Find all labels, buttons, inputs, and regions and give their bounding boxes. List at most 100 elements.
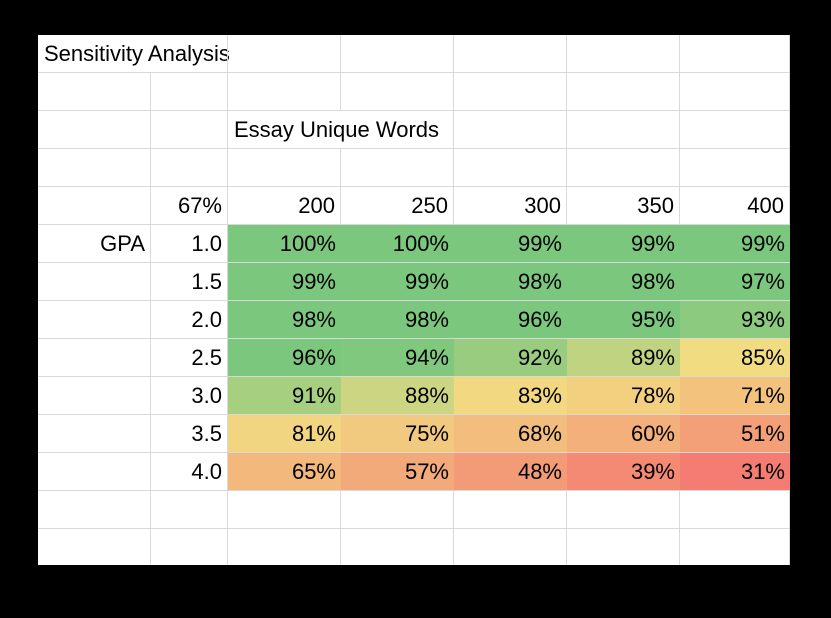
sheet-cell[interactable] [38, 529, 151, 565]
sheet-cell[interactable] [454, 149, 567, 186]
column-header[interactable]: 250 [341, 187, 454, 224]
value-cell[interactable]: 94% [341, 339, 454, 376]
sheet-cell[interactable] [151, 491, 228, 528]
sheet-cell[interactable] [228, 35, 341, 72]
value-cell[interactable]: 88% [341, 377, 454, 414]
value-cell[interactable]: 100% [341, 225, 454, 262]
column-header[interactable]: 300 [454, 187, 567, 224]
value-cell[interactable]: 99% [454, 225, 567, 262]
sheet-cell[interactable] [454, 35, 567, 72]
row-header[interactable]: 2.0 [151, 301, 228, 338]
value-cell[interactable]: 92% [454, 339, 567, 376]
value-cell[interactable]: 98% [454, 263, 567, 300]
sheet-cell[interactable] [151, 35, 228, 72]
sheet-cell[interactable] [454, 491, 567, 528]
sheet-cell[interactable] [38, 73, 151, 110]
sheet-cell[interactable] [38, 187, 151, 224]
sheet-cell[interactable] [680, 491, 790, 528]
sheet-cell[interactable] [567, 35, 680, 72]
sheet-row: Sensitivity Analysis [38, 35, 790, 73]
value-cell[interactable]: 31% [680, 453, 790, 490]
sheet-cell[interactable] [341, 35, 454, 72]
sheet-cell[interactable] [151, 111, 228, 148]
value-cell[interactable]: 65% [228, 453, 341, 490]
sheet-cell[interactable] [38, 415, 151, 452]
value-cell[interactable]: 39% [567, 453, 680, 490]
value-cell[interactable]: 91% [228, 377, 341, 414]
value-cell[interactable]: 98% [341, 301, 454, 338]
column-header-title[interactable]: Essay Unique Words [234, 116, 440, 142]
sheet-cell[interactable] [454, 529, 567, 565]
value-cell[interactable]: 60% [567, 415, 680, 452]
sheet-cell[interactable] [38, 339, 151, 376]
row-header[interactable]: 4.0 [151, 453, 228, 490]
sheet-cell[interactable] [151, 529, 228, 565]
sheet-cell[interactable] [341, 149, 454, 186]
sheet-cell[interactable] [151, 149, 228, 186]
sheet-cell[interactable] [228, 491, 341, 528]
sheet-row [38, 149, 790, 187]
value-cell[interactable]: 99% [567, 225, 680, 262]
sheet-cell[interactable] [38, 263, 151, 300]
sheet-cell[interactable] [680, 35, 790, 72]
value-cell[interactable]: 98% [228, 301, 341, 338]
row-header-title[interactable]: GPA [38, 225, 151, 262]
sheet-cell[interactable] [341, 73, 454, 110]
sheet-cell[interactable] [38, 111, 151, 148]
value-cell[interactable]: 99% [228, 263, 341, 300]
value-cell[interactable]: 51% [680, 415, 790, 452]
sheet-cell[interactable] [680, 149, 790, 186]
sheet-cell[interactable] [567, 111, 680, 148]
row-header[interactable]: 3.0 [151, 377, 228, 414]
sheet-cell[interactable] [341, 529, 454, 565]
corner-value[interactable]: 67% [151, 187, 228, 224]
sheet-cell[interactable] [228, 73, 341, 110]
sheet-cell[interactable] [151, 73, 228, 110]
column-header[interactable]: 200 [228, 187, 341, 224]
sheet-cell[interactable] [341, 111, 454, 148]
sheet-cell[interactable] [680, 529, 790, 565]
sheet-cell[interactable] [38, 453, 151, 490]
row-header[interactable]: 2.5 [151, 339, 228, 376]
sheet-cell[interactable] [228, 149, 341, 186]
value-cell[interactable]: 96% [454, 301, 567, 338]
row-header[interactable]: 1.0 [151, 225, 228, 262]
value-cell[interactable]: 98% [567, 263, 680, 300]
value-cell[interactable]: 89% [567, 339, 680, 376]
sheet-cell[interactable] [38, 491, 151, 528]
value-cell[interactable]: 71% [680, 377, 790, 414]
sheet-cell[interactable] [38, 301, 151, 338]
value-cell[interactable]: 75% [341, 415, 454, 452]
sheet-cell[interactable] [341, 491, 454, 528]
sheet-cell[interactable] [454, 73, 567, 110]
sheet-cell[interactable] [454, 111, 567, 148]
value-cell[interactable]: 57% [341, 453, 454, 490]
sheet-cell[interactable] [567, 529, 680, 565]
value-cell[interactable]: 48% [454, 453, 567, 490]
sheet-cell[interactable] [567, 491, 680, 528]
sheet-cell[interactable] [680, 73, 790, 110]
sheet-cell[interactable] [567, 149, 680, 186]
sheet-cell[interactable] [38, 149, 151, 186]
value-cell[interactable]: 68% [454, 415, 567, 452]
value-cell[interactable]: 99% [680, 225, 790, 262]
value-cell[interactable]: 97% [680, 263, 790, 300]
row-header[interactable]: 1.5 [151, 263, 228, 300]
value-cell[interactable]: 83% [454, 377, 567, 414]
value-cell[interactable]: 96% [228, 339, 341, 376]
value-cell[interactable]: 78% [567, 377, 680, 414]
sheet-cell[interactable] [228, 529, 341, 565]
value-cell[interactable]: 95% [567, 301, 680, 338]
row-header[interactable]: 3.5 [151, 415, 228, 452]
sheet-cell[interactable] [38, 377, 151, 414]
sheet-title[interactable]: Sensitivity Analysis [44, 40, 230, 66]
value-cell[interactable]: 100% [228, 225, 341, 262]
value-cell[interactable]: 85% [680, 339, 790, 376]
value-cell[interactable]: 93% [680, 301, 790, 338]
column-header[interactable]: 350 [567, 187, 680, 224]
value-cell[interactable]: 81% [228, 415, 341, 452]
sheet-cell[interactable] [680, 111, 790, 148]
column-header[interactable]: 400 [680, 187, 790, 224]
value-cell[interactable]: 99% [341, 263, 454, 300]
sheet-cell[interactable] [567, 73, 680, 110]
